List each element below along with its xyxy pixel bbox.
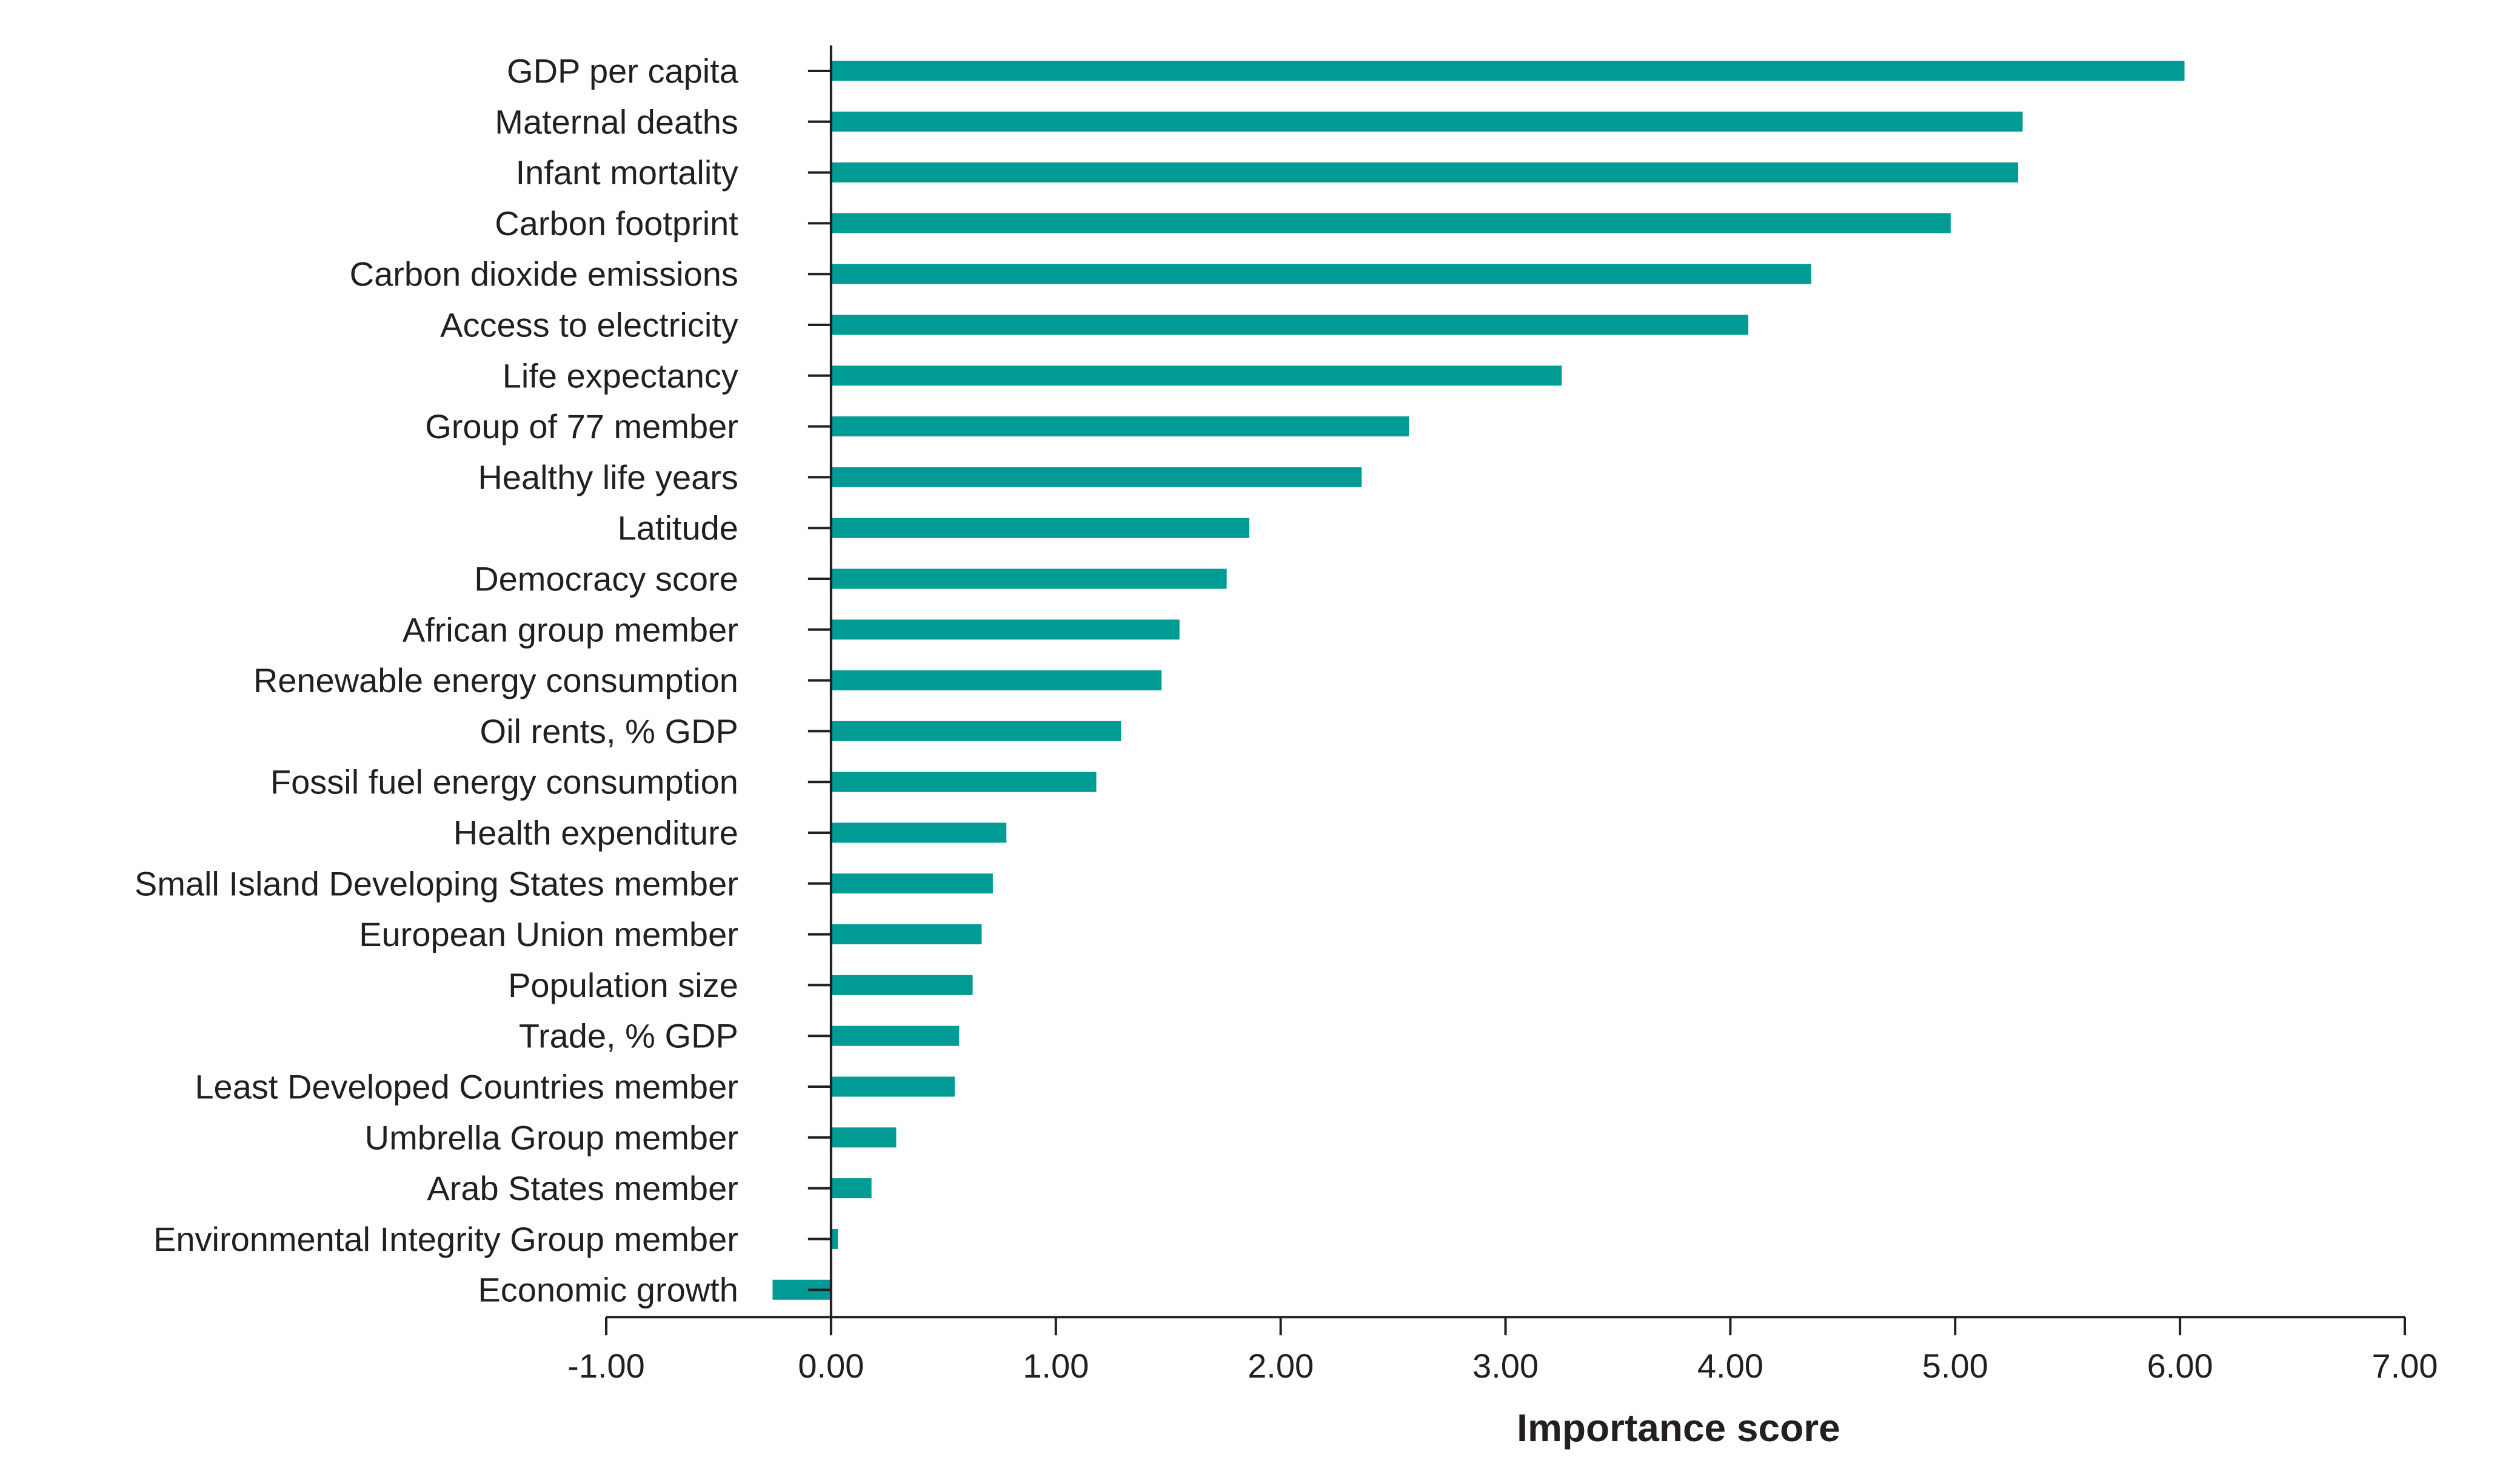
bar-population-size: [831, 975, 973, 995]
category-labels: GDP per capita Maternal deaths Infant mort…: [135, 52, 739, 1309]
category-label-arab-states-member: Arab States member: [427, 1169, 738, 1207]
category-label-democracy-score: Democracy score: [474, 560, 738, 598]
category-label-small-island-developing-states-member: Small Island Developing States member: [135, 864, 738, 902]
category-label-population-size: Population size: [508, 966, 738, 1004]
bar-african-group-member: [831, 619, 1180, 640]
bar-latitude: [831, 518, 1249, 538]
x-tick-label-8: 7.00: [2372, 1347, 2438, 1385]
x-axis-title: Importance score: [1517, 1406, 1840, 1450]
bar-life-expectancy: [831, 365, 1562, 386]
category-label-environmental-integrity-group-member: Environmental Integrity Group member: [153, 1220, 738, 1258]
bar-european-union-member: [831, 924, 982, 945]
bar-gdp-per-capita: [831, 61, 2185, 81]
y-axis-ticks: [807, 70, 831, 1292]
category-label-least-developed-countries-member: Least Developed Countries member: [195, 1068, 738, 1106]
category-label-european-union-member: European Union member: [359, 915, 738, 953]
category-label-renewable-energy-consumption: Renewable energy consumption: [253, 661, 738, 699]
bar-renewable-energy-consumption: [831, 670, 1162, 691]
bar-group-of-77-member: [831, 416, 1409, 437]
category-label-oil-rents-gdp: Oil rents, % GDP: [480, 712, 738, 750]
bar-arab-states-member: [831, 1178, 872, 1199]
x-tick-label-0: -1.00: [567, 1347, 645, 1385]
bar-healthy-life-years: [831, 467, 1362, 487]
x-tick-label-4: 3.00: [1472, 1347, 1539, 1385]
category-label-life-expectancy: Life expectancy: [503, 356, 738, 395]
bars-layer: [772, 61, 2185, 1300]
category-label-carbon-footprint: Carbon footprint: [495, 204, 738, 242]
bar-health-expenditure: [831, 822, 1007, 843]
bar-environmental-integrity-group-member: [831, 1228, 838, 1249]
category-label-economic-growth: Economic growth: [478, 1271, 738, 1309]
category-label-group-of-77-member: Group of 77 member: [425, 407, 738, 445]
bar-small-island-developing-states-member: [831, 873, 993, 894]
x-axis-ticks: [605, 1317, 2406, 1336]
x-tick-label-1: 0.00: [798, 1347, 864, 1385]
bar-umbrella-group-member: [831, 1127, 897, 1148]
x-axis-tick-labels: -1.00 0.00 1.00 2.00 3.00 4.00 5.00 6.00 7.00: [567, 1347, 2438, 1385]
x-tick-label-2: 1.00: [1023, 1347, 1089, 1385]
bar-oil-rents-gdp: [831, 721, 1121, 741]
category-label-african-group-member: African group member: [403, 610, 738, 648]
bar-maternal-deaths: [831, 112, 2023, 132]
x-tick-label-6: 5.00: [1922, 1347, 1988, 1385]
category-label-trade-gdp: Trade, % GDP: [519, 1017, 738, 1055]
bar-infant-mortality: [831, 162, 2019, 183]
category-label-umbrella-group-member: Umbrella Group member: [365, 1118, 738, 1156]
category-label-fossil-fuel-energy-consumption: Fossil fuel energy consumption: [270, 763, 738, 801]
x-tick-label-3: 2.00: [1248, 1347, 1314, 1385]
category-label-healthy-life-years: Healthy life years: [478, 458, 738, 496]
category-label-access-to-electricity: Access to electricity: [440, 306, 738, 344]
bar-fossil-fuel-energy-consumption: [831, 772, 1097, 792]
bar-access-to-electricity: [831, 315, 1749, 335]
bar-carbon-dioxide-emissions: [831, 264, 1811, 284]
category-label-latitude: Latitude: [618, 509, 738, 547]
category-label-maternal-deaths: Maternal deaths: [495, 102, 738, 141]
bar-carbon-footprint: [831, 213, 1951, 233]
bar-least-developed-countries-member: [831, 1076, 955, 1097]
bar-trade-gdp: [831, 1025, 960, 1046]
category-label-carbon-dioxide-emissions: Carbon dioxide emissions: [350, 255, 738, 293]
bar-democracy-score: [831, 568, 1227, 589]
category-label-infant-mortality: Infant mortality: [516, 153, 738, 192]
category-label-health-expenditure: Health expenditure: [453, 814, 738, 852]
x-tick-label-5: 4.00: [1697, 1347, 1763, 1385]
category-label-gdp-per-capita: GDP per capita: [507, 52, 739, 90]
x-tick-label-7: 6.00: [2147, 1347, 2213, 1385]
